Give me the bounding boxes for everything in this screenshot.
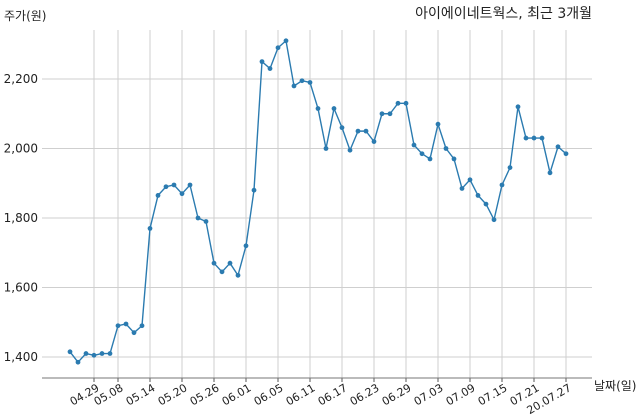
data-point — [163, 184, 169, 190]
data-point — [123, 321, 129, 327]
data-point — [467, 177, 473, 183]
x-tick-label: 05.14 — [124, 381, 158, 408]
data-point — [499, 182, 505, 188]
data-point — [267, 66, 273, 71]
data-point — [419, 151, 425, 157]
series-layer — [67, 38, 569, 365]
data-point — [243, 243, 249, 249]
data-point — [219, 269, 225, 275]
data-point — [547, 170, 553, 176]
data-point — [235, 272, 241, 278]
x-tick-label: 07.09 — [444, 381, 478, 408]
x-tick-label: 05.20 — [156, 381, 190, 408]
x-tick-label: 07.03 — [412, 381, 446, 408]
y-tick-label: 1,600 — [4, 281, 38, 295]
data-point — [531, 135, 537, 141]
x-axis-label: 날짜(일) — [594, 379, 636, 393]
axes — [42, 377, 592, 382]
data-point — [539, 135, 545, 141]
data-point — [555, 144, 561, 150]
data-point — [115, 323, 121, 329]
data-point — [275, 45, 281, 51]
data-point — [507, 165, 513, 171]
data-point — [323, 146, 329, 151]
data-point — [483, 201, 489, 207]
y-axis-label: 주가(원) — [4, 9, 46, 23]
y-tick-label: 1,400 — [4, 350, 38, 364]
data-point — [155, 193, 161, 198]
chart-title: 아이에이네트웍스, 최근 3개월 — [415, 6, 592, 22]
data-point — [395, 100, 401, 106]
data-point — [83, 351, 89, 356]
x-tick-label: 05.26 — [188, 381, 222, 408]
y-tick-labels: 1,400 1,600 1,800 2,000 2,200 — [4, 72, 38, 364]
data-point — [211, 260, 217, 266]
data-point — [339, 125, 345, 131]
data-point — [179, 191, 185, 197]
data-point — [283, 38, 289, 44]
data-point — [411, 142, 417, 148]
data-point — [259, 59, 265, 65]
price-line — [69, 40, 567, 363]
data-point — [187, 182, 193, 188]
data-point — [443, 146, 449, 151]
x-tick-label: 06.17 — [316, 381, 350, 408]
data-point — [491, 217, 497, 223]
data-point — [379, 111, 385, 117]
y-tick-label: 2,000 — [4, 142, 38, 156]
x-tick-label: 06.01 — [220, 381, 254, 408]
y-tick-label: 1,800 — [4, 211, 38, 225]
data-point — [307, 80, 313, 85]
data-point — [139, 323, 145, 329]
data-point — [387, 111, 393, 117]
data-point — [435, 121, 441, 127]
data-point — [251, 187, 257, 193]
data-point — [299, 78, 305, 84]
data-point — [315, 106, 321, 111]
data-point — [75, 359, 81, 365]
data-point — [563, 151, 569, 157]
data-point — [131, 330, 137, 336]
x-tick-label: 06.29 — [380, 381, 414, 408]
x-tick-label: 06.05 — [252, 381, 286, 408]
x-tick-labels: 04.2905.0805.1405.2005.2606.0106.0506.11… — [68, 381, 574, 417]
data-point — [171, 182, 177, 188]
data-point — [107, 351, 113, 356]
data-point — [227, 260, 233, 266]
data-point — [523, 135, 529, 141]
data-point — [355, 128, 361, 134]
data-point — [363, 128, 369, 134]
grid — [42, 30, 592, 378]
data-point — [451, 156, 457, 162]
data-point — [331, 106, 337, 111]
data-point — [195, 215, 201, 221]
data-point — [515, 104, 521, 110]
x-tick-label: 07.15 — [476, 381, 510, 408]
data-point — [67, 349, 73, 355]
x-tick-label: 06.23 — [348, 381, 382, 408]
data-point — [371, 139, 377, 144]
y-tick-label: 2,200 — [4, 72, 38, 86]
data-point — [203, 219, 209, 224]
data-point — [147, 226, 153, 231]
x-tick-label: 06.11 — [284, 381, 318, 408]
data-point — [99, 351, 105, 356]
data-point — [91, 352, 97, 358]
data-point — [347, 147, 353, 153]
data-point — [427, 156, 433, 162]
data-point — [291, 83, 297, 89]
data-point — [459, 186, 465, 191]
data-point — [403, 100, 409, 106]
data-point — [475, 193, 481, 198]
